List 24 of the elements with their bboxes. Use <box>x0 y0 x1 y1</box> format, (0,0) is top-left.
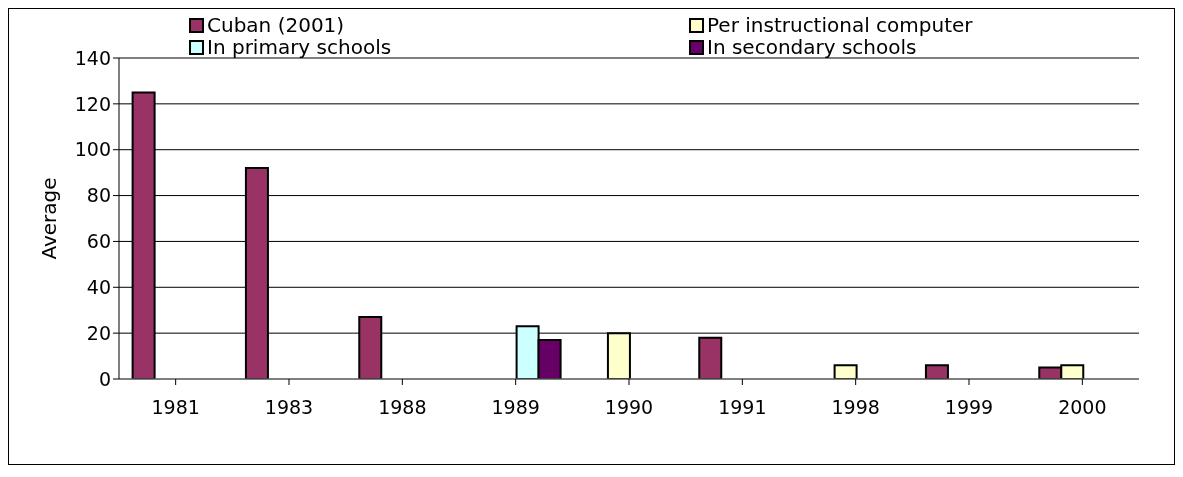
x-tick-label: 1981 <box>151 396 200 419</box>
bar <box>924 364 949 379</box>
legend-label: Cuban (2001) <box>207 13 345 37</box>
x-tick-label: 1988 <box>378 396 427 419</box>
y-tick-label: 100 <box>74 138 111 161</box>
x-tick-label: 1989 <box>491 396 540 419</box>
y-tick-label: 40 <box>86 276 111 299</box>
legend-label: In secondary schools <box>707 35 917 59</box>
x-tick-label: 1990 <box>604 396 654 419</box>
y-axis-title: Average <box>37 177 62 260</box>
bar <box>698 336 723 379</box>
x-tick-label: 1991 <box>718 396 767 419</box>
y-tick-label: 120 <box>74 92 111 115</box>
y-tick-label: 0 <box>98 367 111 390</box>
x-tick-label: 2000 <box>1058 396 1107 419</box>
y-tick-label: 80 <box>86 184 111 207</box>
x-tick-label: 1983 <box>264 396 314 419</box>
x-tick-label: 1999 <box>944 396 994 419</box>
x-tick-label: 1998 <box>831 396 880 419</box>
y-tick-label: 60 <box>86 230 111 253</box>
legend-label: Per instructional computer <box>707 13 973 37</box>
y-tick-label: 20 <box>86 321 111 344</box>
y-tick-label: 140 <box>74 46 111 69</box>
legend-label: In primary schools <box>207 35 392 59</box>
